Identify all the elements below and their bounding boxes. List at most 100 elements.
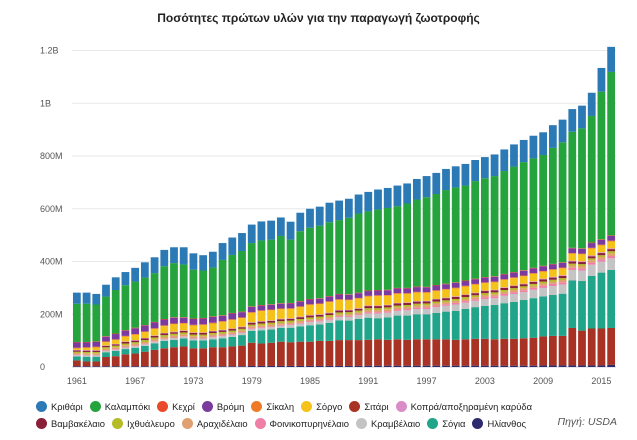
bar-segment bbox=[364, 312, 373, 314]
legend-item[interactable]: Καλαμπόκι bbox=[89, 401, 150, 412]
bar-segment bbox=[393, 365, 402, 367]
bar-segment bbox=[267, 309, 276, 311]
legend-item[interactable]: Σόργο bbox=[301, 401, 342, 412]
bar-segment bbox=[374, 310, 382, 313]
bar-segment bbox=[306, 315, 314, 318]
bar-segment bbox=[199, 332, 208, 335]
bar-segment bbox=[383, 311, 392, 313]
bar-segment bbox=[539, 132, 548, 155]
bar-segment bbox=[208, 323, 217, 331]
bar-segment bbox=[238, 332, 246, 333]
bar-segment bbox=[432, 299, 441, 302]
bar-segment bbox=[276, 324, 285, 326]
legend-item[interactable]: Κριθάρι bbox=[36, 401, 83, 412]
bar-segment bbox=[296, 319, 305, 321]
bar-segment bbox=[539, 281, 548, 284]
bar-segment bbox=[364, 313, 373, 318]
bar-segment bbox=[82, 353, 91, 355]
bar-segment bbox=[131, 342, 140, 344]
bar-segment bbox=[442, 300, 450, 303]
bar-segment bbox=[578, 105, 586, 129]
bar-segment bbox=[539, 154, 548, 266]
bar-segment bbox=[111, 349, 120, 350]
bar-segment bbox=[412, 291, 421, 293]
bar-segment bbox=[422, 292, 431, 293]
legend-item[interactable]: Ηλίανθος bbox=[472, 418, 526, 429]
bar-segment bbox=[286, 322, 295, 325]
bar-segment bbox=[72, 347, 81, 349]
bar-segment bbox=[199, 334, 208, 337]
bar-segment bbox=[539, 287, 548, 297]
legend-item[interactable]: Κεχρί bbox=[157, 401, 195, 412]
bar-segment bbox=[160, 326, 169, 333]
bar-segment bbox=[238, 318, 246, 327]
bar-segment bbox=[558, 268, 567, 276]
bar-segment bbox=[335, 365, 344, 367]
bar-segment bbox=[578, 268, 586, 271]
bar-segment bbox=[393, 303, 402, 306]
bar-segment bbox=[131, 328, 140, 335]
bar-segment bbox=[587, 256, 596, 259]
bar-segment bbox=[208, 267, 217, 317]
legend-item[interactable]: Φοινικοπυρηνέλαιο bbox=[254, 418, 349, 429]
bar-segment bbox=[189, 337, 198, 339]
bar-segment bbox=[510, 292, 518, 294]
legend-item[interactable]: Σόγια bbox=[427, 418, 465, 429]
bar-segment bbox=[412, 287, 421, 292]
bar-segment bbox=[490, 281, 499, 283]
bar-segment bbox=[529, 365, 538, 367]
bar-segment bbox=[412, 308, 421, 315]
bar-segment bbox=[442, 311, 450, 340]
bar-segment bbox=[218, 347, 227, 367]
bar-segment bbox=[412, 365, 421, 367]
bar-segment bbox=[383, 309, 392, 312]
legend-item[interactable]: Σιτάρι bbox=[349, 401, 389, 412]
legend: Κριθάρι Καλαμπόκι Κεχρί Βρόμη Σίκαλη Σόργο Σιτ… bbox=[36, 398, 576, 432]
legend-item[interactable]: Κραμβέλαιο bbox=[356, 418, 420, 429]
bar-segment bbox=[500, 279, 509, 288]
bar-segment bbox=[471, 365, 480, 367]
bar-segment bbox=[519, 338, 528, 366]
bar-segment bbox=[276, 321, 285, 323]
bar-segment bbox=[597, 239, 606, 245]
bar-segment bbox=[179, 323, 188, 331]
legend-item[interactable]: Κοπρά/αποξηραμένη καρύδα bbox=[395, 401, 532, 412]
bar-segment bbox=[374, 308, 382, 311]
bar-segment bbox=[490, 305, 499, 340]
bar-segment bbox=[500, 149, 509, 172]
bar-segment bbox=[568, 260, 577, 262]
bar-segment bbox=[92, 350, 101, 351]
bar-segment bbox=[529, 268, 538, 274]
bar-segment bbox=[140, 340, 149, 342]
legend-item[interactable]: Βαμβακέλαιο bbox=[36, 418, 105, 429]
bar-segment bbox=[403, 310, 412, 316]
bar-segment bbox=[150, 343, 159, 350]
bar-segment bbox=[306, 325, 314, 342]
legend-item[interactable]: Βρόμη bbox=[201, 401, 244, 412]
bar-segment bbox=[393, 305, 402, 308]
bar-segment bbox=[422, 305, 431, 308]
bar-segment bbox=[315, 318, 324, 321]
bar-segment bbox=[383, 304, 392, 306]
bar-segment bbox=[238, 345, 246, 367]
bar-segment bbox=[140, 344, 149, 346]
bar-segment bbox=[140, 325, 149, 326]
bar-segment bbox=[558, 262, 567, 263]
bar-segment bbox=[189, 319, 198, 325]
legend-item[interactable]: Αραχιδέλαιο bbox=[181, 418, 248, 429]
bar-segment bbox=[539, 365, 548, 367]
bar-segment bbox=[607, 255, 616, 259]
x-tick-label: 1961 bbox=[67, 376, 87, 386]
legend-item[interactable]: Σίκαλη bbox=[251, 401, 294, 412]
bar-segment bbox=[140, 351, 149, 367]
bar-segment bbox=[238, 250, 246, 312]
bar-segment bbox=[179, 336, 188, 337]
bar-segment bbox=[500, 273, 509, 275]
bar-segment bbox=[422, 301, 431, 304]
bar-segment bbox=[276, 327, 285, 342]
legend-item[interactable]: Ιχθυάλευρο bbox=[112, 418, 175, 429]
bar-segment bbox=[568, 280, 577, 328]
bar-segment bbox=[403, 305, 412, 307]
bar-segment bbox=[150, 329, 159, 336]
bar-segment bbox=[548, 147, 557, 264]
